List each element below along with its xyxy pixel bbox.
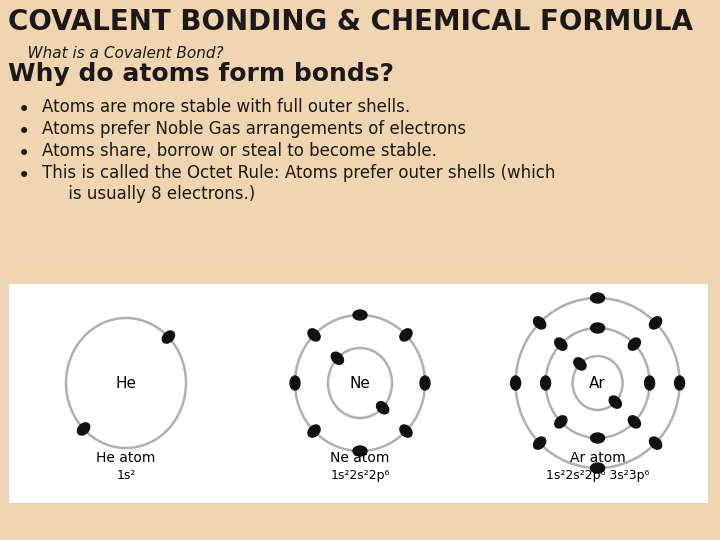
Text: 1s²2s²2p⁶: 1s²2s²2p⁶	[330, 469, 390, 482]
Ellipse shape	[331, 352, 343, 365]
Ellipse shape	[400, 329, 412, 341]
Text: •: •	[18, 144, 30, 164]
Ellipse shape	[590, 293, 605, 303]
Ellipse shape	[590, 463, 605, 473]
Text: COVALENT BONDING & CHEMICAL FORMULA: COVALENT BONDING & CHEMICAL FORMULA	[8, 8, 693, 36]
Text: Atoms prefer Noble Gas arrangements of electrons: Atoms prefer Noble Gas arrangements of e…	[42, 120, 466, 138]
Text: Ar: Ar	[589, 375, 606, 390]
Text: •: •	[18, 100, 30, 120]
Ellipse shape	[162, 331, 174, 343]
Ellipse shape	[649, 317, 662, 329]
Ellipse shape	[534, 317, 546, 329]
Text: •: •	[18, 122, 30, 142]
FancyBboxPatch shape	[8, 283, 708, 503]
Ellipse shape	[78, 423, 90, 435]
Text: Ne: Ne	[350, 375, 370, 390]
Ellipse shape	[400, 425, 412, 437]
Text: What is a Covalent Bond?: What is a Covalent Bond?	[8, 46, 224, 61]
Ellipse shape	[649, 437, 662, 449]
Text: Atoms are more stable with full outer shells.: Atoms are more stable with full outer sh…	[42, 98, 410, 116]
Text: Ne atom: Ne atom	[330, 451, 390, 465]
Ellipse shape	[675, 376, 685, 390]
Text: He atom: He atom	[96, 451, 156, 465]
Ellipse shape	[420, 376, 430, 390]
Ellipse shape	[629, 338, 641, 350]
Ellipse shape	[541, 376, 551, 390]
Ellipse shape	[574, 358, 586, 370]
Text: •: •	[18, 166, 30, 186]
Ellipse shape	[554, 338, 567, 350]
Text: Why do atoms form bonds?: Why do atoms form bonds?	[8, 62, 394, 86]
Ellipse shape	[644, 376, 654, 390]
Ellipse shape	[290, 376, 300, 390]
Text: This is called the Octet Rule: Atoms prefer outer shells (which
     is usually : This is called the Octet Rule: Atoms pre…	[42, 164, 555, 203]
Ellipse shape	[353, 446, 367, 456]
Ellipse shape	[353, 310, 367, 320]
Ellipse shape	[534, 437, 546, 449]
Text: He: He	[115, 375, 137, 390]
Ellipse shape	[308, 329, 320, 341]
Ellipse shape	[554, 416, 567, 428]
Text: Atoms share, borrow or steal to become stable.: Atoms share, borrow or steal to become s…	[42, 142, 437, 160]
Text: Ar atom: Ar atom	[570, 451, 626, 465]
Ellipse shape	[629, 416, 641, 428]
Ellipse shape	[609, 396, 621, 408]
Ellipse shape	[308, 425, 320, 437]
Ellipse shape	[590, 433, 605, 443]
Text: 1s²2s²2p⁶ 3s²3p⁶: 1s²2s²2p⁶ 3s²3p⁶	[546, 469, 649, 482]
Ellipse shape	[377, 402, 389, 414]
Ellipse shape	[510, 376, 521, 390]
Text: 1s²: 1s²	[117, 469, 135, 482]
Ellipse shape	[590, 323, 605, 333]
